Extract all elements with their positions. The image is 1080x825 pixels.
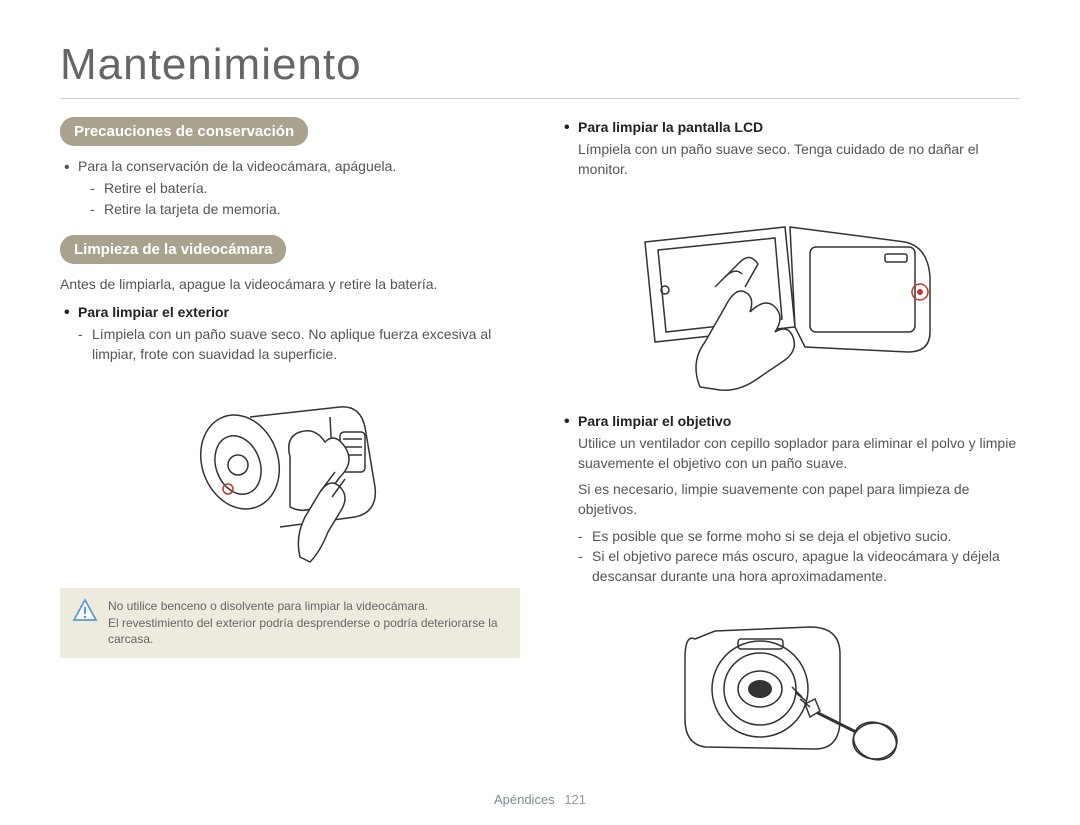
bullet-text: Para la conservación de la videocámara, … <box>78 158 396 174</box>
illustration-exterior <box>60 377 520 572</box>
sub-item: Retire la tarjeta de memoria. <box>78 199 520 219</box>
precautions-list: Para la conservación de la videocámara, … <box>60 156 520 219</box>
sub-list: Retire el batería. Retire la tarjeta de … <box>78 178 520 219</box>
illustration-lens <box>560 599 1020 774</box>
lcd-body: Límpiela con un paño suave seco. Tenga c… <box>560 139 1020 180</box>
document-page: Mantenimiento Precauciones de conservaci… <box>0 0 1080 825</box>
warning-note: No utilice benceno o disolvente para lim… <box>60 588 520 658</box>
camcorder-lcd-icon <box>630 192 950 392</box>
footer-section-label: Apéndices <box>494 792 555 807</box>
cleaning-intro: Antes de limpiarla, apague la videocámar… <box>60 274 520 294</box>
right-column: Para limpiar la pantalla LCD Límpiela co… <box>560 117 1020 790</box>
sub-item: Retire el batería. <box>78 178 520 198</box>
left-column: Precauciones de conservación Para la con… <box>60 117 520 790</box>
title-divider <box>60 98 1020 99</box>
exterior-heading: Para limpiar el exterior <box>60 304 520 320</box>
exterior-sublist: Límpiela con un paño suave seco. No apli… <box>60 324 520 365</box>
content-columns: Precauciones de conservación Para la con… <box>60 117 1020 790</box>
note-text: No utilice benceno o disolvente para lim… <box>108 598 508 648</box>
lens-sublist: Es posible que se forme moho si se deja … <box>560 526 1020 587</box>
sub-item: Es posible que se forme moho si se deja … <box>566 526 1020 546</box>
section-header-precautions: Precauciones de conservación <box>60 117 308 146</box>
warning-icon <box>72 598 98 629</box>
lens-heading: Para limpiar el objetivo <box>560 413 1020 429</box>
sub-item: Si el objetivo parece más oscuro, apague… <box>566 546 1020 587</box>
lens-body-1: Utilice un ventilador con cepillo soplad… <box>560 433 1020 474</box>
section-header-cleaning: Limpieza de la videocámara <box>60 235 286 264</box>
page-number: 121 <box>564 792 586 807</box>
list-item: Para la conservación de la videocámara, … <box>60 156 520 219</box>
camcorder-exterior-icon <box>180 377 400 567</box>
camcorder-lens-icon <box>660 599 920 769</box>
page-footer: Apéndices 121 <box>0 792 1080 807</box>
lens-body-2: Si es necesario, limpie suavemente con p… <box>560 479 1020 520</box>
illustration-lcd <box>560 192 1020 397</box>
lcd-heading: Para limpiar la pantalla LCD <box>560 119 1020 135</box>
note-line: No utilice benceno o disolvente para lim… <box>108 598 508 615</box>
sub-item: Límpiela con un paño suave seco. No apli… <box>66 324 520 365</box>
page-title: Mantenimiento <box>60 40 1020 90</box>
note-line: El revestimiento del exterior podría des… <box>108 615 508 649</box>
